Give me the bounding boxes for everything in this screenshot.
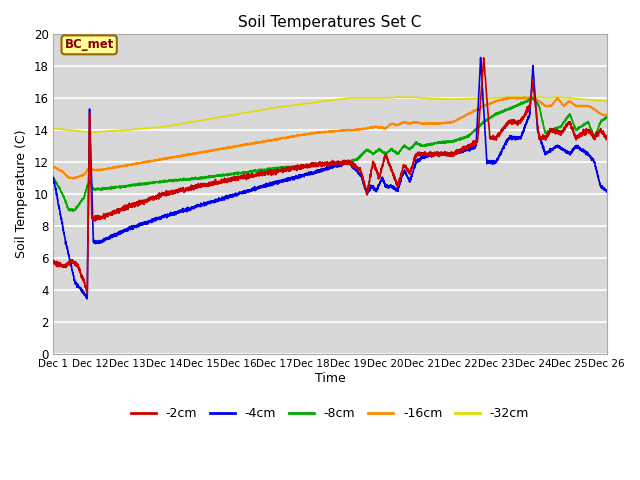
Text: BC_met: BC_met [65,38,114,51]
X-axis label: Time: Time [315,372,346,385]
Y-axis label: Soil Temperature (C): Soil Temperature (C) [15,130,28,258]
Legend: -2cm, -4cm, -8cm, -16cm, -32cm: -2cm, -4cm, -8cm, -16cm, -32cm [126,402,534,425]
Title: Soil Temperatures Set C: Soil Temperatures Set C [238,15,422,30]
